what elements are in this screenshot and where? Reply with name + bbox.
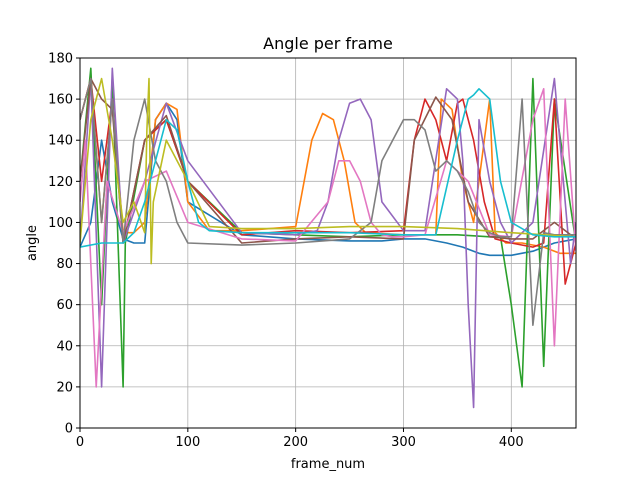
y-tick-label: 100 bbox=[48, 216, 73, 231]
series-line-10 bbox=[80, 88, 576, 248]
chart-title: Angle per frame bbox=[263, 34, 393, 53]
x-tick-label: 400 bbox=[499, 435, 524, 450]
y-axis-label: angle bbox=[25, 225, 40, 261]
series-line-5 bbox=[80, 67, 576, 409]
y-tick-label: 180 bbox=[48, 52, 73, 67]
x-axis-label: frame_num bbox=[291, 457, 365, 472]
y-axis: 0 20 40 60 80 100 120 140 160 180 bbox=[48, 52, 80, 437]
y-tick-label: 40 bbox=[56, 339, 73, 354]
x-axis: 0 100 200 300 400 bbox=[76, 428, 524, 450]
x-tick-label: 100 bbox=[175, 435, 200, 450]
series-line-7 bbox=[80, 88, 576, 388]
y-tick-label: 60 bbox=[56, 298, 73, 313]
y-tick-label: 140 bbox=[48, 134, 73, 149]
series-group bbox=[80, 67, 576, 409]
plot-frame bbox=[79, 57, 577, 429]
x-tick-label: 200 bbox=[283, 435, 308, 450]
y-tick-label: 20 bbox=[56, 380, 73, 395]
x-tick-label: 300 bbox=[391, 435, 416, 450]
series-line-3 bbox=[80, 67, 576, 388]
series-line-8 bbox=[80, 77, 576, 327]
y-tick-label: 160 bbox=[48, 93, 73, 108]
x-tick-label: 0 bbox=[76, 435, 84, 450]
y-tick-label: 0 bbox=[65, 422, 73, 437]
y-tick-label: 80 bbox=[56, 257, 73, 272]
y-tick-label: 120 bbox=[48, 175, 73, 190]
series-line-9 bbox=[80, 77, 576, 265]
